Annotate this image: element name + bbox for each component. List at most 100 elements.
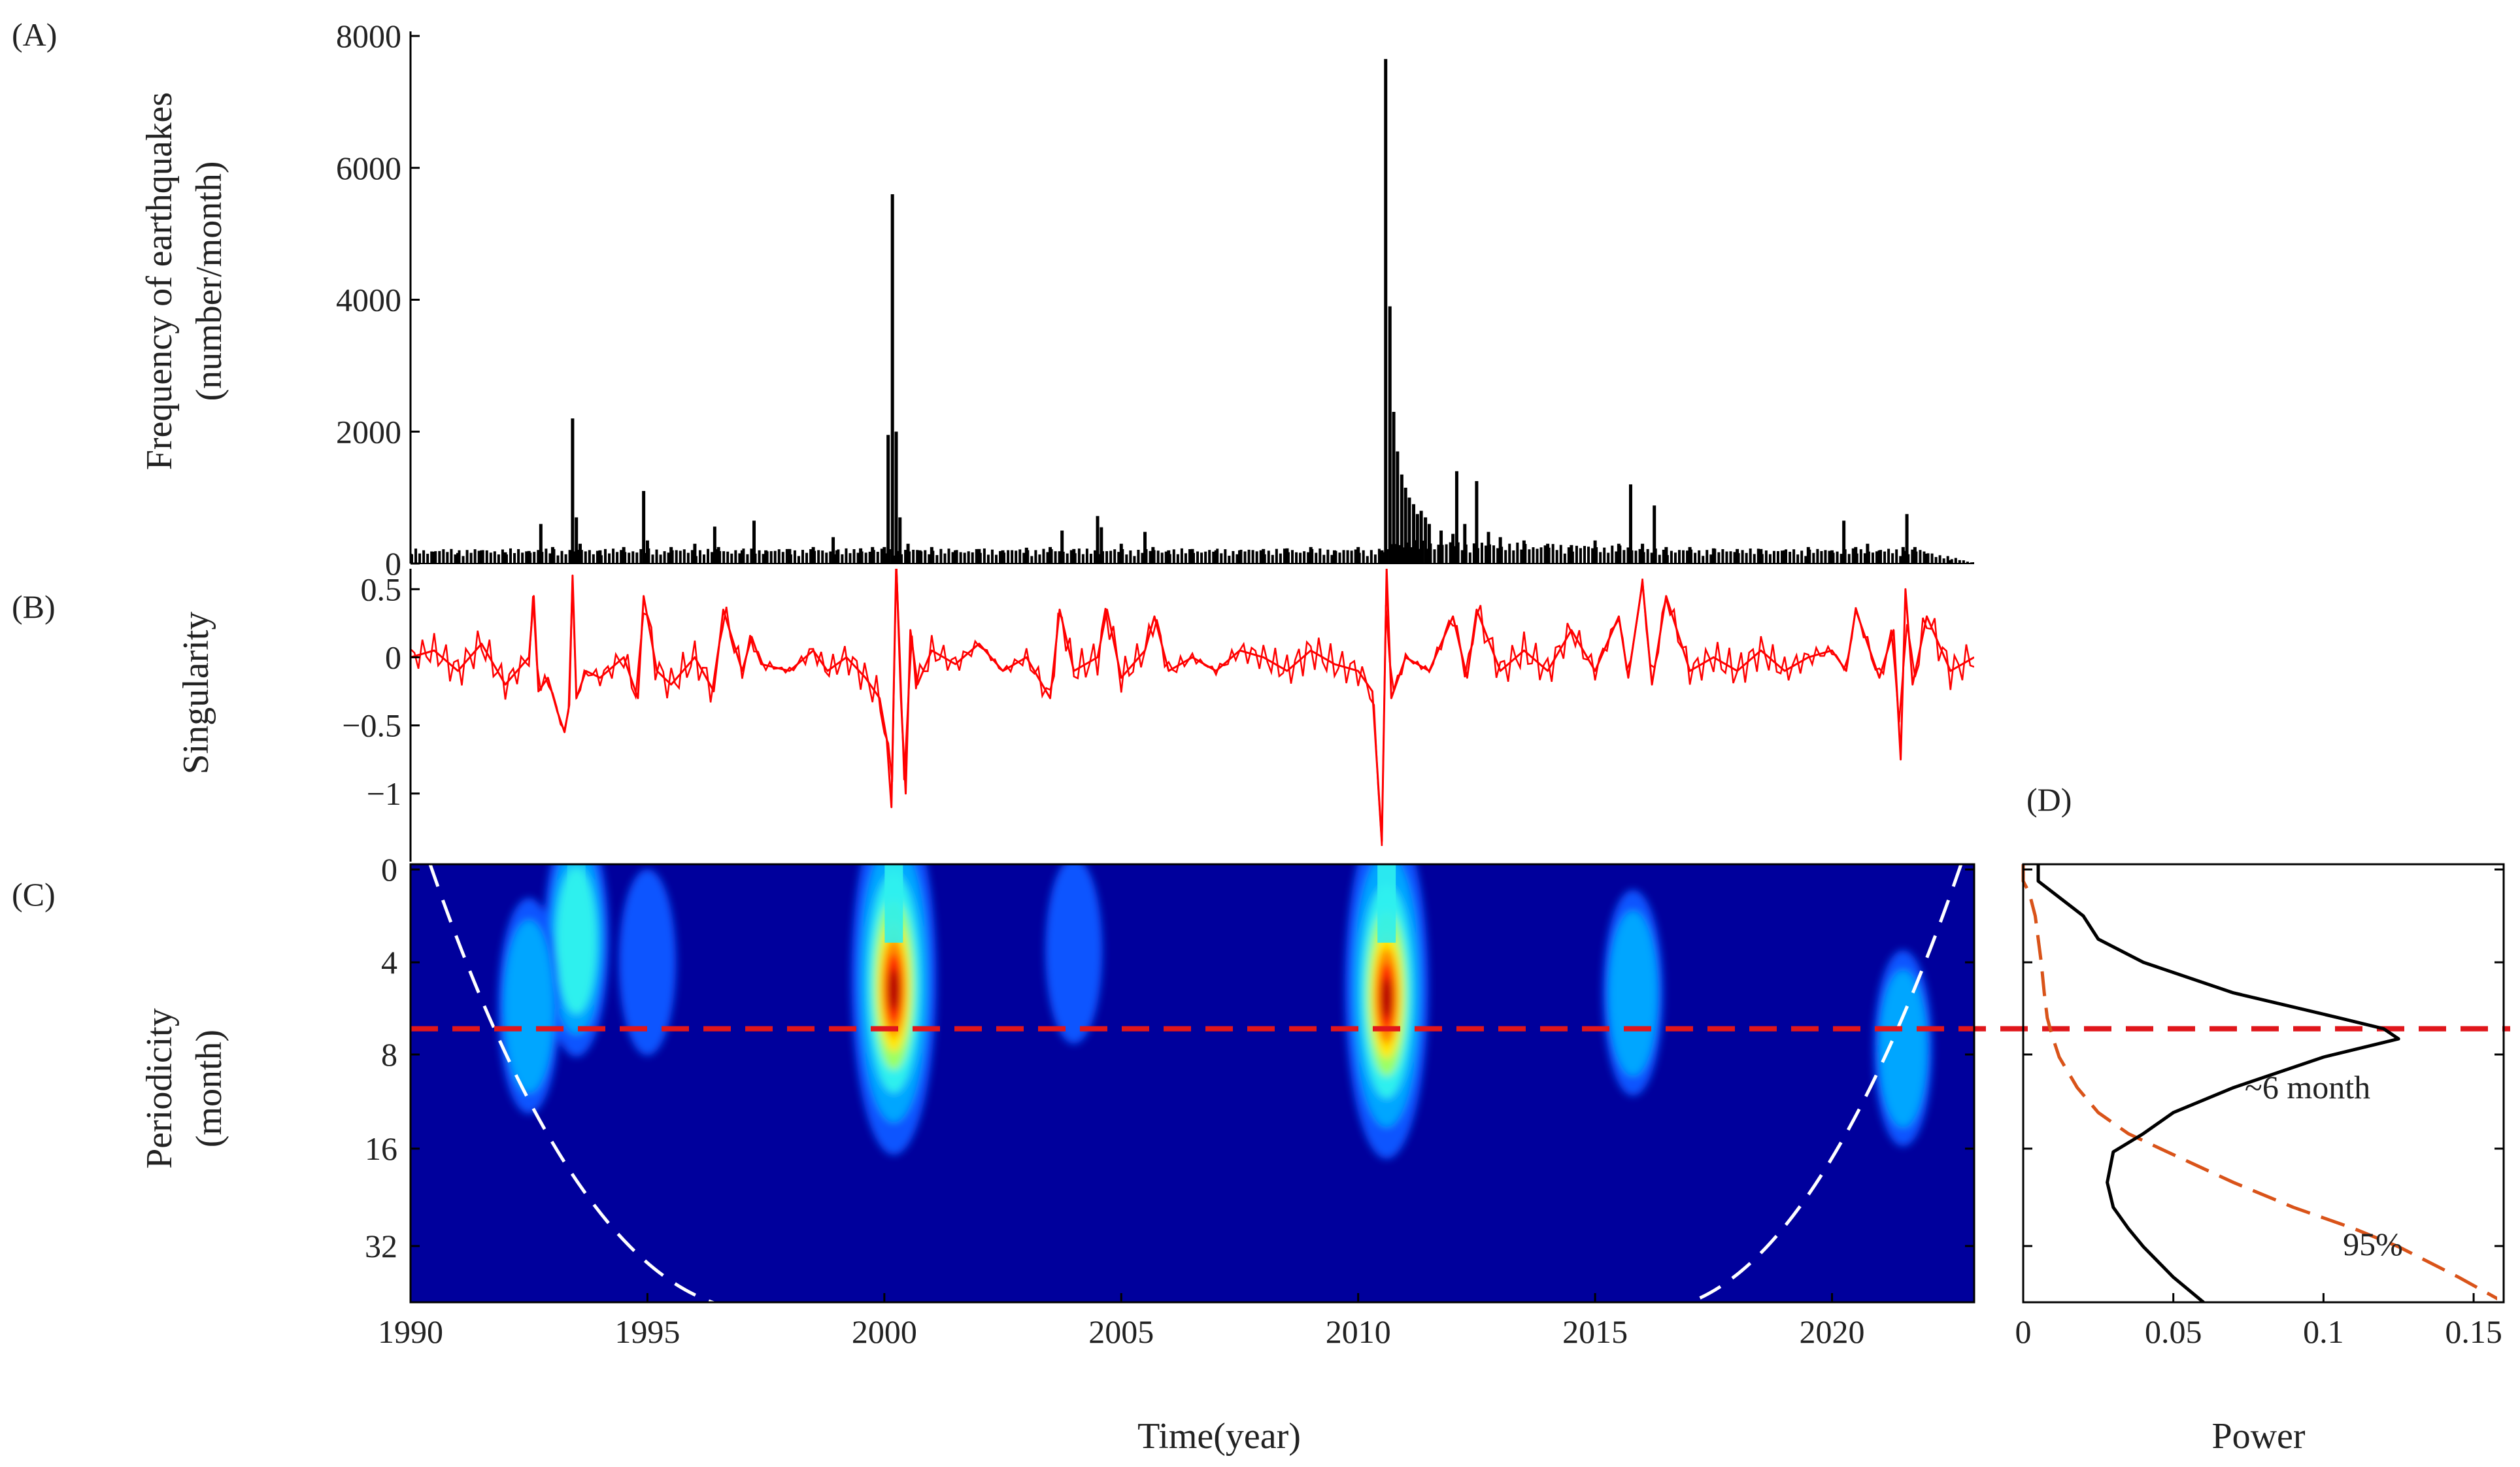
background-bar bbox=[1283, 548, 1286, 564]
background-bar bbox=[1851, 548, 1855, 564]
background-bar bbox=[1109, 550, 1113, 564]
background-bar bbox=[513, 552, 516, 564]
background-bar bbox=[1579, 548, 1582, 564]
background-bar bbox=[1279, 553, 1282, 564]
background-bar bbox=[785, 548, 788, 564]
background-bar bbox=[797, 556, 800, 564]
bar bbox=[571, 418, 575, 564]
bar bbox=[1498, 537, 1502, 564]
background-bar bbox=[1046, 552, 1049, 564]
wavelet-hotspots bbox=[497, 864, 1933, 1159]
background-bar bbox=[1149, 550, 1152, 564]
background-bar bbox=[1772, 550, 1775, 564]
y-tick-label: 6000 bbox=[336, 150, 401, 186]
background-bar bbox=[722, 551, 726, 564]
bar bbox=[1119, 543, 1123, 564]
bar bbox=[1688, 547, 1692, 564]
background-bar bbox=[1789, 552, 1792, 564]
background-bar bbox=[1756, 548, 1760, 564]
bar bbox=[550, 547, 554, 564]
background-bar bbox=[1721, 549, 1724, 564]
bar bbox=[1419, 511, 1423, 564]
panel-c-wavelet: 0 4 8 16 32 1990 1995 2000 2005 2010 2015 2020 bbox=[365, 851, 2510, 1350]
bar bbox=[1237, 550, 1241, 564]
background-bar bbox=[1307, 552, 1310, 564]
background-bar bbox=[994, 554, 998, 564]
background-bar bbox=[1863, 553, 1866, 564]
bar bbox=[598, 550, 602, 564]
background-bar bbox=[809, 549, 813, 564]
background-bar bbox=[1733, 552, 1736, 564]
background-bar bbox=[616, 552, 619, 564]
background-bar bbox=[967, 551, 970, 564]
wavelet-contour bbox=[1381, 977, 1392, 1019]
bar bbox=[1905, 514, 1909, 564]
background-bar bbox=[489, 552, 492, 564]
background-bar bbox=[592, 554, 595, 564]
background-bar bbox=[584, 551, 587, 564]
background-bar bbox=[1085, 548, 1088, 564]
background-bar bbox=[1934, 557, 1938, 564]
background-bar bbox=[1129, 550, 1132, 564]
background-bar bbox=[1492, 545, 1496, 564]
background-bar bbox=[663, 551, 666, 564]
background-bar bbox=[1603, 547, 1606, 564]
panel-a-frequency-bars: 0 2000 4000 6000 8000 bbox=[336, 18, 1974, 582]
background-bar bbox=[817, 550, 820, 564]
wavelet-contour bbox=[888, 968, 899, 1011]
background-bar bbox=[442, 549, 445, 564]
background-bar bbox=[1437, 545, 1440, 564]
background-bar bbox=[1326, 549, 1330, 564]
background-bar bbox=[829, 551, 832, 564]
background-bar bbox=[1919, 550, 1922, 564]
background-bar bbox=[1930, 553, 1934, 564]
bar bbox=[1392, 411, 1396, 564]
background-bar bbox=[1555, 550, 1558, 564]
bar bbox=[898, 517, 902, 564]
bar bbox=[1641, 543, 1645, 564]
background-bar bbox=[564, 554, 567, 564]
background-bar bbox=[852, 549, 856, 564]
bar bbox=[1400, 474, 1403, 564]
bar bbox=[930, 547, 933, 564]
bar bbox=[882, 547, 886, 564]
background-bar bbox=[1539, 547, 1543, 564]
background-bar bbox=[1042, 548, 1045, 564]
background-bar bbox=[1251, 550, 1254, 564]
background-bar bbox=[1781, 550, 1784, 564]
bar bbox=[1412, 504, 1416, 564]
y-tick-label: 2000 bbox=[336, 413, 401, 450]
background-bar bbox=[1299, 552, 1302, 564]
background-bar bbox=[418, 553, 422, 564]
background-bar bbox=[1022, 552, 1026, 564]
background-bar bbox=[916, 550, 919, 564]
background-bar bbox=[659, 554, 662, 564]
background-bar bbox=[951, 552, 954, 564]
background-bar bbox=[1081, 554, 1084, 564]
background-bar bbox=[537, 550, 540, 564]
background-bar bbox=[845, 548, 848, 564]
background-bar bbox=[924, 550, 927, 564]
y-tick-label: 0 bbox=[385, 639, 401, 675]
background-bar bbox=[556, 555, 560, 564]
bar bbox=[1454, 471, 1458, 564]
bar bbox=[1167, 550, 1171, 564]
background-bar bbox=[651, 554, 654, 564]
background-bar bbox=[1232, 550, 1235, 564]
y-tick-label: 0.5 bbox=[361, 571, 402, 607]
singularity-series-line bbox=[411, 569, 1974, 843]
background-bar bbox=[1271, 554, 1274, 564]
background-bar bbox=[1812, 552, 1815, 564]
background-bar bbox=[702, 554, 705, 564]
background-bar bbox=[462, 556, 465, 564]
bar bbox=[1830, 550, 1834, 564]
bar bbox=[1736, 548, 1739, 564]
background-bar bbox=[1291, 550, 1294, 564]
background-bar bbox=[698, 550, 701, 564]
background-bar bbox=[971, 552, 974, 564]
background-bar bbox=[1172, 549, 1175, 564]
singularity-jitter-line bbox=[411, 569, 1974, 847]
background-bar bbox=[746, 554, 749, 564]
bar bbox=[1388, 306, 1392, 564]
background-bar bbox=[1350, 550, 1353, 564]
